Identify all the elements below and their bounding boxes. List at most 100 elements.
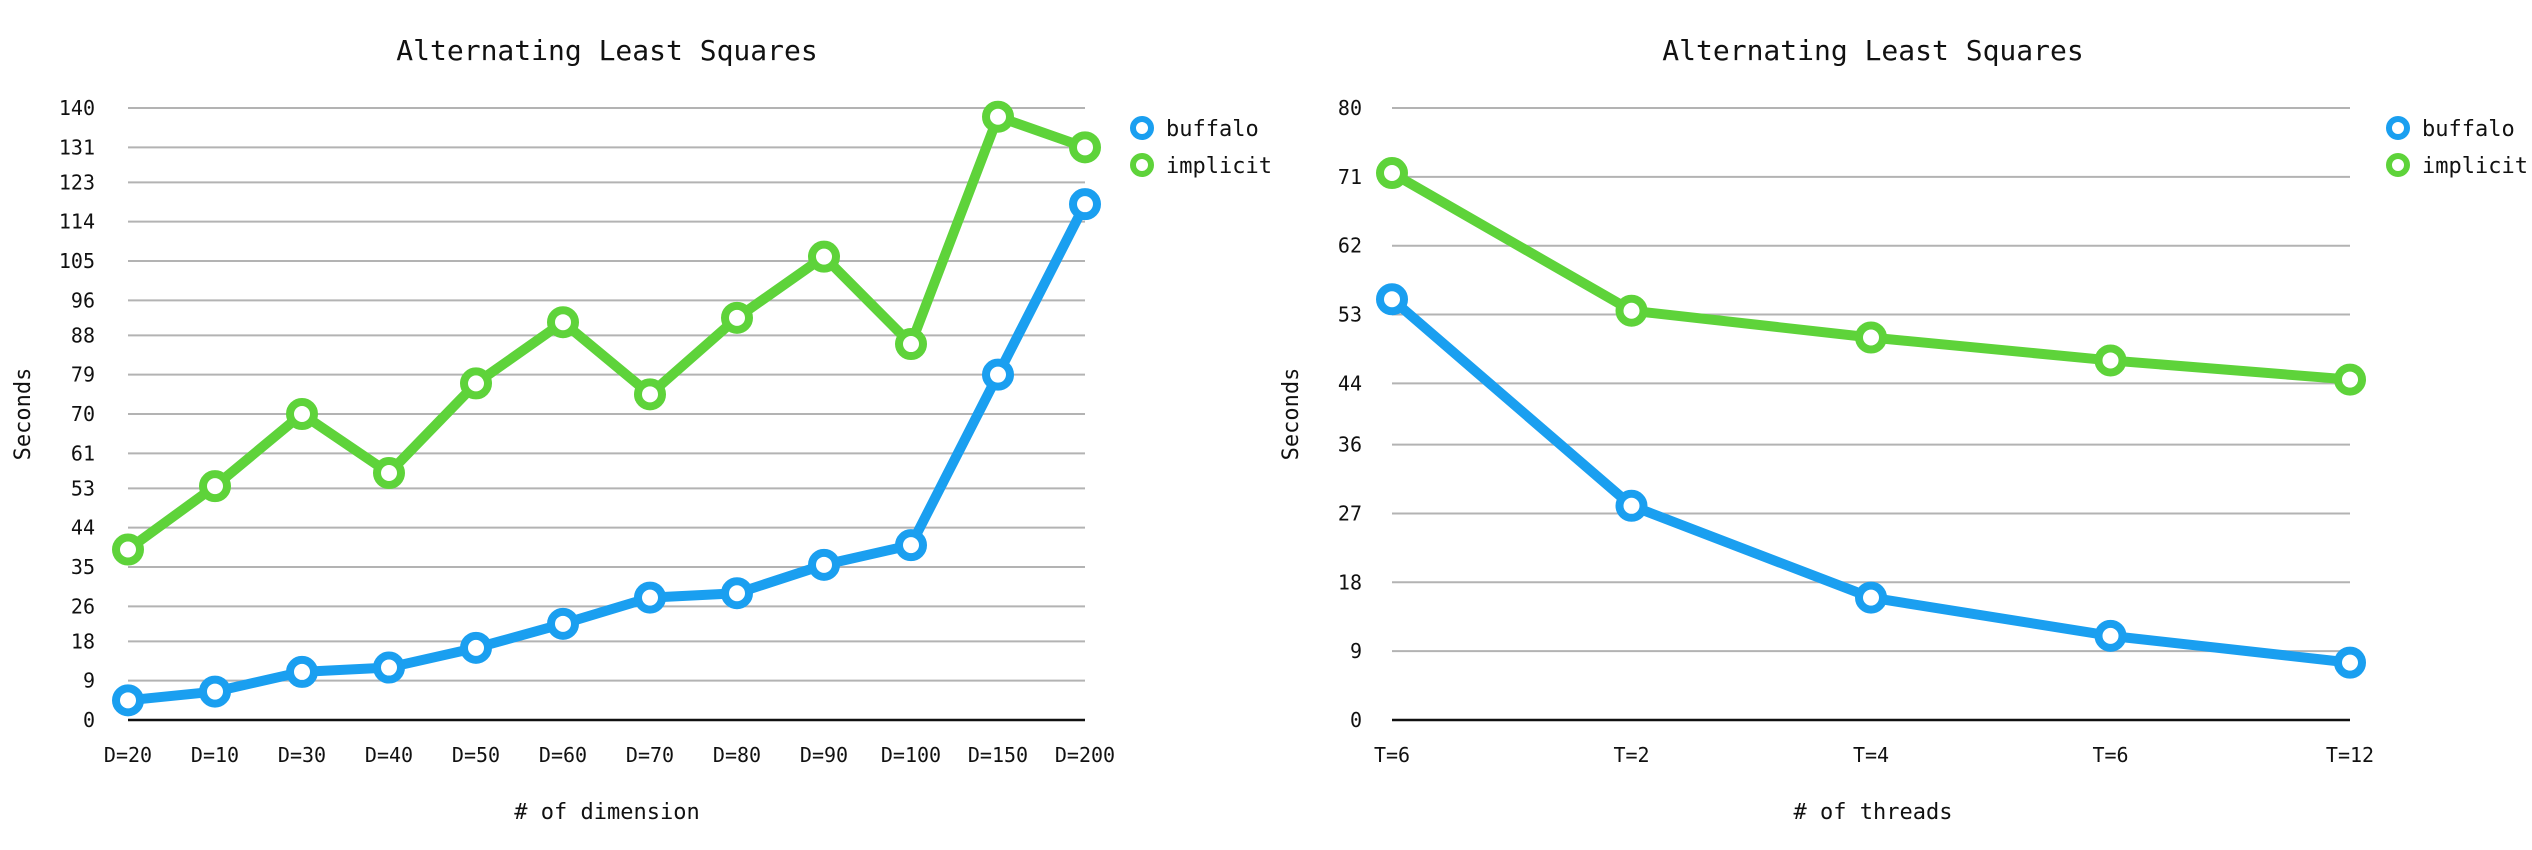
threads-chart: Alternating Least Squares Seconds # of t…	[1279, 34, 2528, 825]
y-tick-labels: 0 9 18 27 36 44 53 62 71 80	[1338, 96, 1362, 732]
data-point-implicit	[2094, 344, 2127, 377]
x-tick-label: T=4	[1853, 743, 1889, 767]
legend-marker-buffalo	[2386, 116, 2410, 140]
series-layer	[112, 100, 1101, 717]
x-tick-label: D=60	[539, 743, 587, 767]
series-layer	[1376, 157, 2366, 679]
y-tick-label: 18	[1338, 570, 1362, 594]
x-tick-label: T=2	[1613, 743, 1649, 767]
legend: buffalo implicit	[1130, 116, 1272, 179]
x-tick-label: D=30	[278, 743, 326, 767]
data-point-implicit	[547, 306, 579, 339]
data-point-buffalo	[2094, 619, 2127, 652]
x-axis-label: # of threads	[1794, 800, 1953, 825]
data-point-implicit	[112, 533, 144, 566]
x-tick-label: T=6	[2092, 743, 2128, 767]
x-tick-label: T=12	[2326, 743, 2374, 767]
y-tick-label: 44	[71, 516, 95, 540]
data-point-implicit	[286, 398, 318, 430]
y-tick-label: 96	[71, 288, 95, 312]
y-tick-label: 70	[71, 402, 95, 426]
y-tick-label: 27	[1338, 501, 1362, 525]
y-tick-label: 71	[1338, 165, 1362, 189]
legend: buffalo implicit	[2386, 116, 2528, 179]
legend-label-implicit: implicit	[1166, 154, 1272, 179]
data-point-buffalo	[982, 358, 1014, 391]
data-point-implicit	[721, 301, 753, 334]
data-point-buffalo	[1615, 489, 1648, 522]
y-tick-label: 105	[59, 249, 95, 273]
data-point-implicit	[982, 100, 1014, 133]
x-tick-label: D=80	[713, 743, 761, 767]
x-tick-label: D=90	[800, 743, 848, 767]
data-point-buffalo	[1855, 581, 1887, 614]
data-point-implicit	[1855, 321, 1887, 354]
data-point-buffalo	[808, 548, 840, 581]
data-point-implicit	[460, 367, 492, 400]
data-point-implicit	[1376, 157, 1408, 190]
legend-label-buffalo: buffalo	[1166, 117, 1259, 142]
y-tick-label: 53	[1338, 303, 1362, 327]
x-tick-label: D=200	[1055, 743, 1115, 767]
x-tick-labels: T=6 T=2 T=4 T=6 T=12	[1374, 743, 2374, 767]
y-tick-label: 62	[1338, 234, 1362, 258]
x-tick-label: D=20	[104, 743, 152, 767]
x-tick-label: D=50	[452, 743, 500, 767]
y-tick-label: 123	[59, 170, 95, 194]
legend-marker-implicit	[1130, 153, 1154, 177]
data-point-buffalo	[286, 655, 318, 688]
y-axis-label: Seconds	[11, 368, 36, 461]
legend-item-implicit: implicit	[1130, 153, 1272, 179]
y-tick-label: 114	[59, 210, 95, 234]
x-tick-label: T=6	[1374, 743, 1410, 767]
x-tick-label: D=40	[365, 743, 413, 767]
y-tick-label: 44	[1338, 371, 1362, 395]
grid-lines	[128, 107, 1085, 722]
data-point-implicit	[2334, 363, 2366, 396]
dimension-chart: Alternating Least Squares Seconds # of d…	[11, 34, 1272, 825]
legend-item-buffalo: buffalo	[1130, 116, 1259, 142]
data-point-buffalo	[373, 651, 405, 684]
y-tick-label: 53	[71, 476, 95, 500]
y-tick-label: 9	[83, 669, 95, 693]
grid-lines	[1392, 107, 2350, 722]
data-point-buffalo	[199, 675, 231, 708]
y-tick-label: 61	[71, 441, 95, 465]
data-point-buffalo	[547, 607, 579, 640]
y-tick-label: 131	[59, 135, 95, 159]
data-point-buffalo	[895, 529, 927, 562]
legend-marker-buffalo	[1130, 116, 1154, 140]
data-point-implicit	[808, 240, 840, 273]
data-point-buffalo	[721, 577, 753, 610]
x-axis-label: # of dimension	[514, 800, 699, 825]
legend-item-implicit: implicit	[2386, 153, 2528, 179]
data-point-implicit	[895, 328, 927, 361]
legend-label-buffalo: buffalo	[2422, 117, 2515, 142]
legend-item-buffalo: buffalo	[2386, 116, 2515, 142]
y-tick-label: 88	[71, 323, 95, 347]
y-tick-label: 140	[59, 96, 95, 120]
y-tick-label: 36	[1338, 433, 1362, 457]
y-tick-label: 0	[83, 708, 95, 732]
y-tick-label: 35	[71, 555, 95, 579]
data-point-implicit	[634, 378, 666, 411]
y-tick-label: 18	[71, 629, 95, 653]
chart-title: Alternating Least Squares	[1662, 34, 2083, 67]
data-point-implicit	[199, 470, 231, 503]
legend-marker-implicit	[2386, 153, 2410, 177]
x-tick-label: D=100	[881, 743, 941, 767]
x-tick-label: D=150	[968, 743, 1028, 767]
data-point-implicit	[1069, 131, 1101, 164]
y-tick-labels: 0 9 18 26 35 44 53 61 70 79 88 96 105 114 123 131 140	[59, 96, 95, 732]
chart-title: Alternating Least Squares	[396, 34, 817, 67]
x-tick-labels: D=20 D=10 D=30 D=40 D=50 D=60 D=70 D=80 D=90 D=10…	[104, 743, 1115, 767]
y-tick-label: 0	[1350, 708, 1362, 732]
y-axis-label: Seconds	[1279, 368, 1304, 461]
data-point-buffalo	[2334, 646, 2366, 679]
data-point-buffalo	[460, 631, 492, 664]
data-point-buffalo	[634, 581, 666, 614]
series-line-implicit	[123, 111, 1090, 555]
data-point-buffalo	[112, 684, 144, 717]
x-tick-label: D=10	[191, 743, 239, 767]
